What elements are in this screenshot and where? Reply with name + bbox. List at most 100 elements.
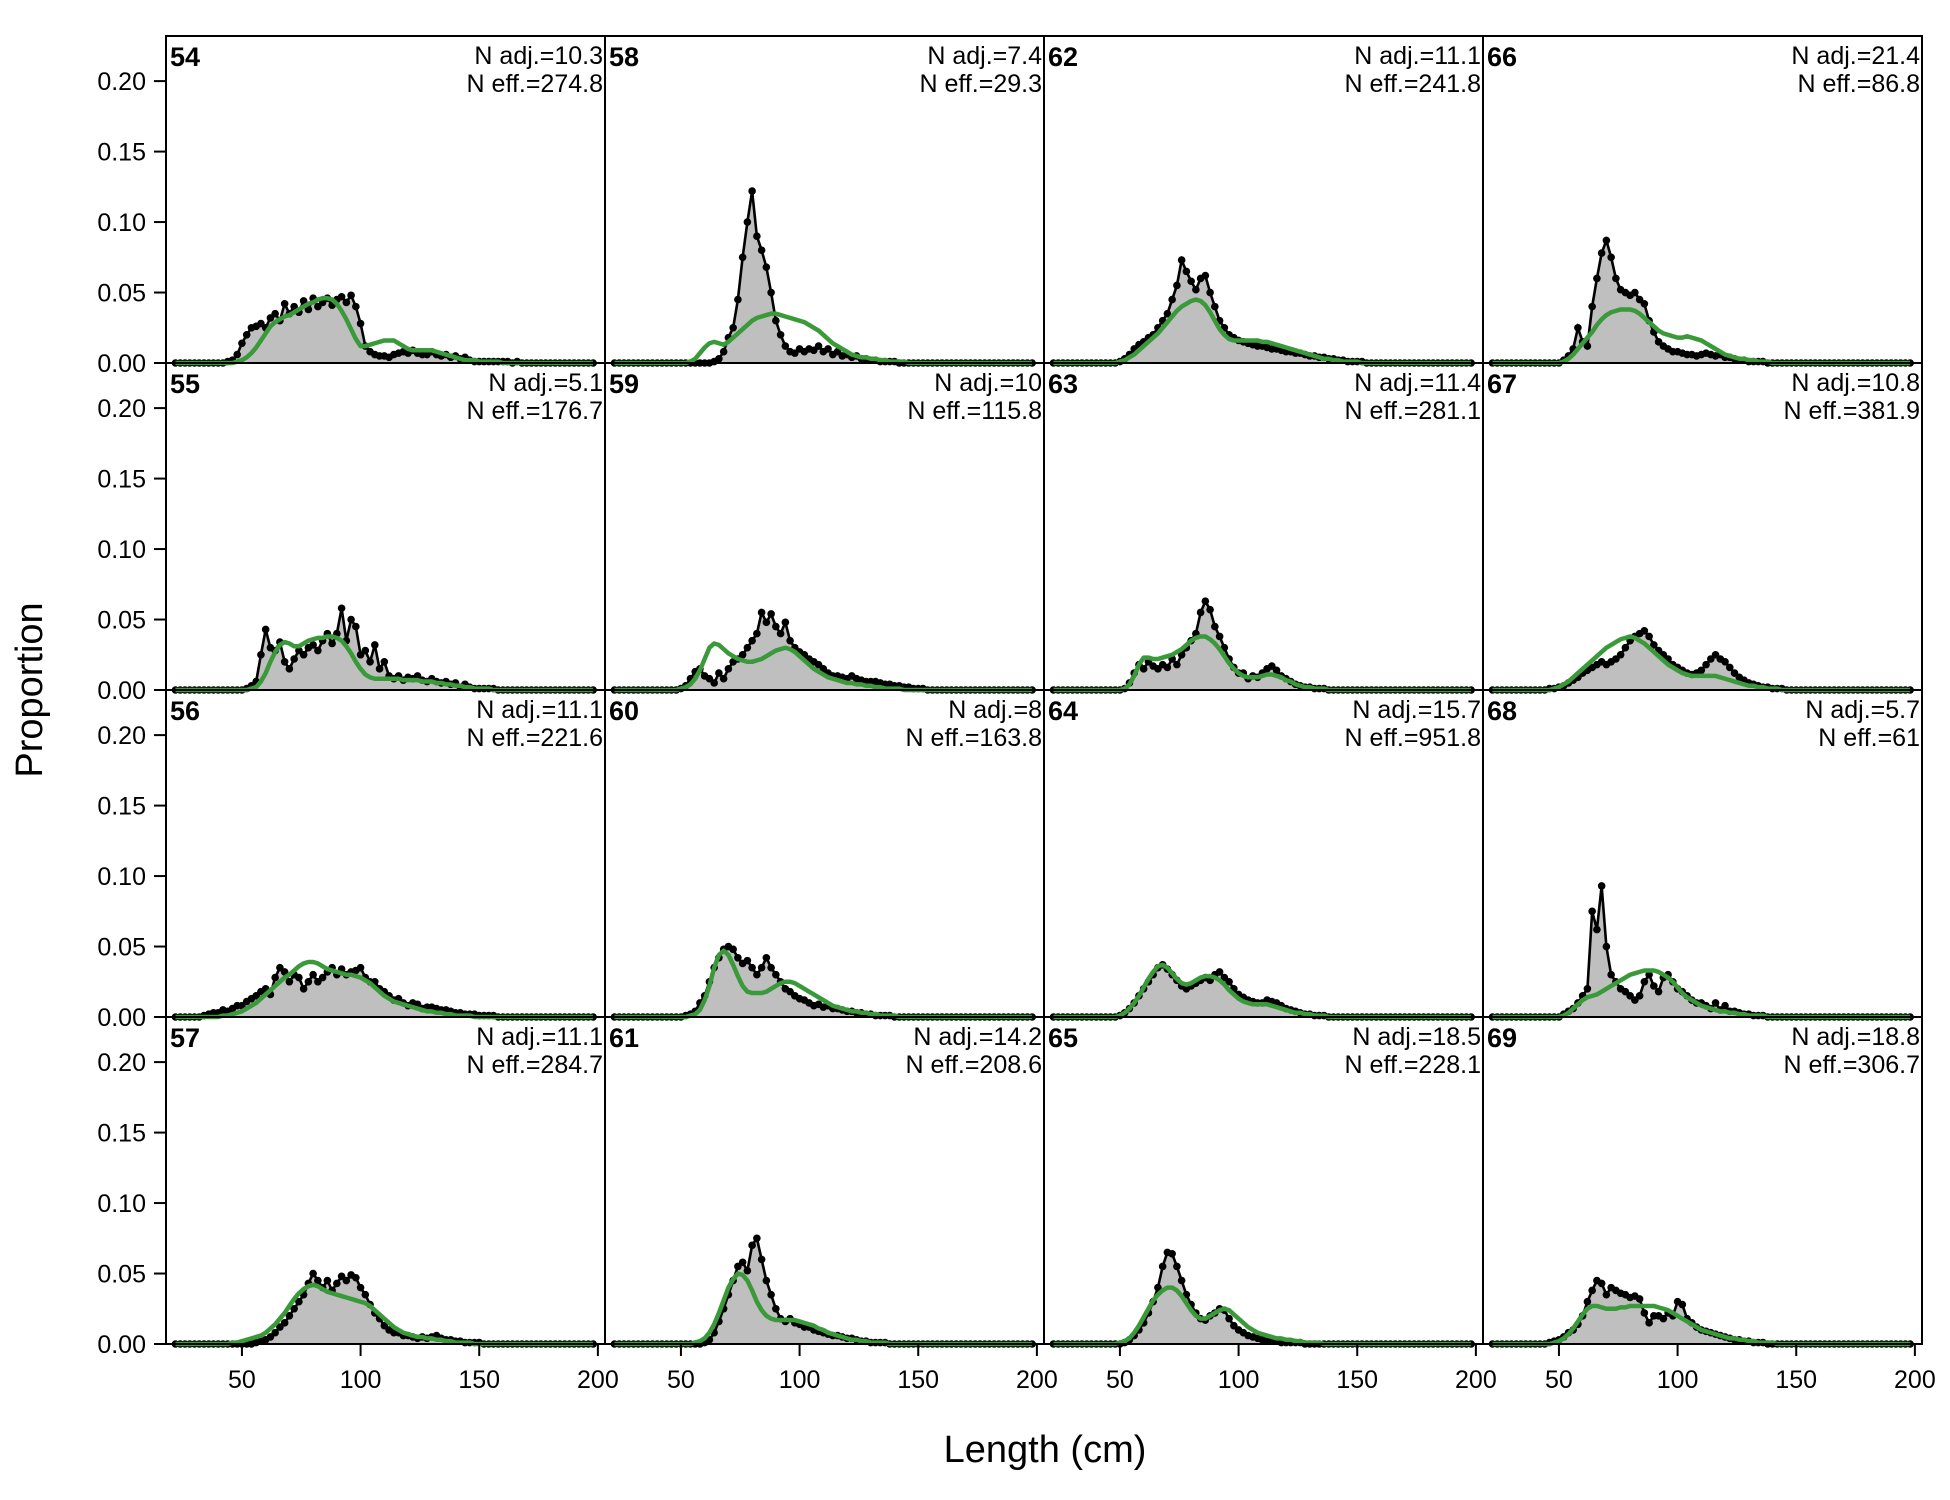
observed-point [786, 636, 794, 645]
observed-point [337, 292, 346, 301]
observed-point [295, 973, 303, 982]
n-adj-label: N adj.=8 [948, 696, 1042, 724]
panel-60: 60 N adj.=8N eff.=163.8 [604, 689, 1045, 1021]
observed-point [1588, 907, 1596, 916]
y-tick-label: 0.00 [97, 677, 146, 705]
observed-point [318, 973, 327, 982]
observed-point [1654, 987, 1663, 996]
observed-point [1621, 643, 1630, 652]
panels-grid: 54 N adj.=10.3N eff.=274.855 N adj.=5.1N e… [165, 35, 1923, 1348]
panel-58: 58 N adj.=7.4N eff.=29.3 [604, 35, 1045, 367]
observed-point [1574, 323, 1582, 332]
y-tick-label: 0.15 [97, 139, 146, 167]
n-adj-label: N adj.=21.4 [1791, 42, 1920, 70]
observed-point [1588, 1286, 1596, 1295]
observed-point [342, 298, 351, 307]
y-tick-label: 0.05 [97, 1261, 146, 1289]
x-tick-label: 50 [228, 1366, 256, 1394]
observed-point [757, 1255, 766, 1264]
observed-area [1492, 1280, 1911, 1344]
y-tick-label: 0.10 [97, 863, 146, 891]
x-tick-label: 200 [1455, 1366, 1497, 1394]
x-tick-label: 100 [1218, 1366, 1260, 1394]
observed-point [1640, 627, 1649, 635]
observed-point [772, 970, 780, 979]
observed-point [1593, 925, 1601, 934]
panel-label: 63 [1048, 369, 1078, 399]
observed-point [1187, 277, 1195, 286]
n-adj-label: N adj.=15.7 [1352, 696, 1481, 724]
observed-point [1211, 302, 1219, 311]
observed-point [1225, 977, 1233, 986]
observed-point [1168, 1249, 1176, 1258]
observed-point [356, 319, 365, 328]
y-tick-label: 0.00 [97, 1004, 146, 1032]
observed-point [309, 970, 317, 979]
observed-point [1659, 1314, 1668, 1323]
observed-point [1602, 236, 1611, 245]
observed-point [710, 679, 718, 687]
y-tick-label: 0.05 [97, 607, 146, 635]
observed-area [1053, 1252, 1472, 1344]
x-tick-label: 50 [1106, 1366, 1134, 1394]
observed-point [757, 608, 766, 617]
n-adj-label: N adj.=10.8 [1791, 369, 1920, 397]
observed-point [1206, 605, 1214, 614]
observed-point [361, 646, 370, 655]
panel-label: 57 [170, 1023, 200, 1053]
observed-area [1053, 964, 1472, 1017]
n-eff-label: N eff.=306.7 [1784, 1051, 1920, 1079]
observed-points [610, 187, 1036, 367]
panel-54: 54 N adj.=10.3N eff.=274.8 [165, 35, 606, 367]
observed-point [299, 985, 308, 993]
observed-point [738, 650, 747, 659]
panel-59: 59 N adj.=10N eff.=115.8 [604, 362, 1045, 694]
n-eff-label: N eff.=115.8 [907, 397, 1042, 425]
n-adj-label: N adj.=11.4 [1354, 369, 1481, 397]
observed-point [1139, 665, 1148, 673]
observed-point [257, 650, 265, 659]
observed-point [1168, 295, 1176, 304]
n-eff-label: N eff.=228.1 [1345, 1051, 1481, 1079]
y-tick-label: 0.15 [97, 1120, 146, 1148]
observed-point [1602, 942, 1611, 951]
observed-point [753, 970, 761, 979]
observed-point [715, 354, 723, 363]
observed-point [1215, 968, 1224, 976]
y-tick-label: 0.20 [97, 1049, 146, 1077]
panel-label: 58 [609, 42, 639, 72]
panel-62: 62 N adj.=11.1N eff.=241.8 [1043, 35, 1484, 367]
observed-point [748, 963, 756, 972]
observed-area [175, 608, 594, 690]
observed-point [1635, 1295, 1644, 1303]
y-tick-label: 0.15 [97, 466, 146, 494]
panel-64: 64 N adj.=15.7N eff.=951.8 [1043, 689, 1484, 1021]
observed-point [762, 954, 771, 962]
observed-point [352, 622, 360, 631]
observed-point [1612, 274, 1620, 283]
observed-point [352, 1273, 360, 1282]
observed-point [1725, 663, 1734, 672]
x-tick-label: 150 [897, 1366, 939, 1394]
observed-point [352, 302, 360, 311]
observed-point [814, 342, 823, 350]
observed-point [356, 1283, 365, 1292]
y-axis-title: Proportion [9, 602, 51, 777]
observed-point [1196, 608, 1205, 617]
observed-point [1177, 256, 1186, 264]
panel-label: 69 [1487, 1023, 1517, 1053]
observed-point [748, 1241, 756, 1250]
observed-point [762, 1276, 771, 1285]
observed-point [1678, 1300, 1687, 1309]
observed-point [776, 331, 785, 339]
x-tick-label: 50 [667, 1366, 695, 1394]
observed-points [171, 291, 597, 367]
n-eff-label: N eff.=951.8 [1345, 724, 1481, 752]
panel-66: 66 N adj.=21.4N eff.=86.8 [1482, 35, 1923, 367]
observed-point [271, 309, 279, 318]
observed-point [1616, 650, 1625, 659]
observed-point [1211, 622, 1219, 631]
y-tick-label: 0.05 [97, 280, 146, 308]
observed-points [1488, 882, 1914, 1021]
panel-label: 60 [609, 696, 639, 726]
